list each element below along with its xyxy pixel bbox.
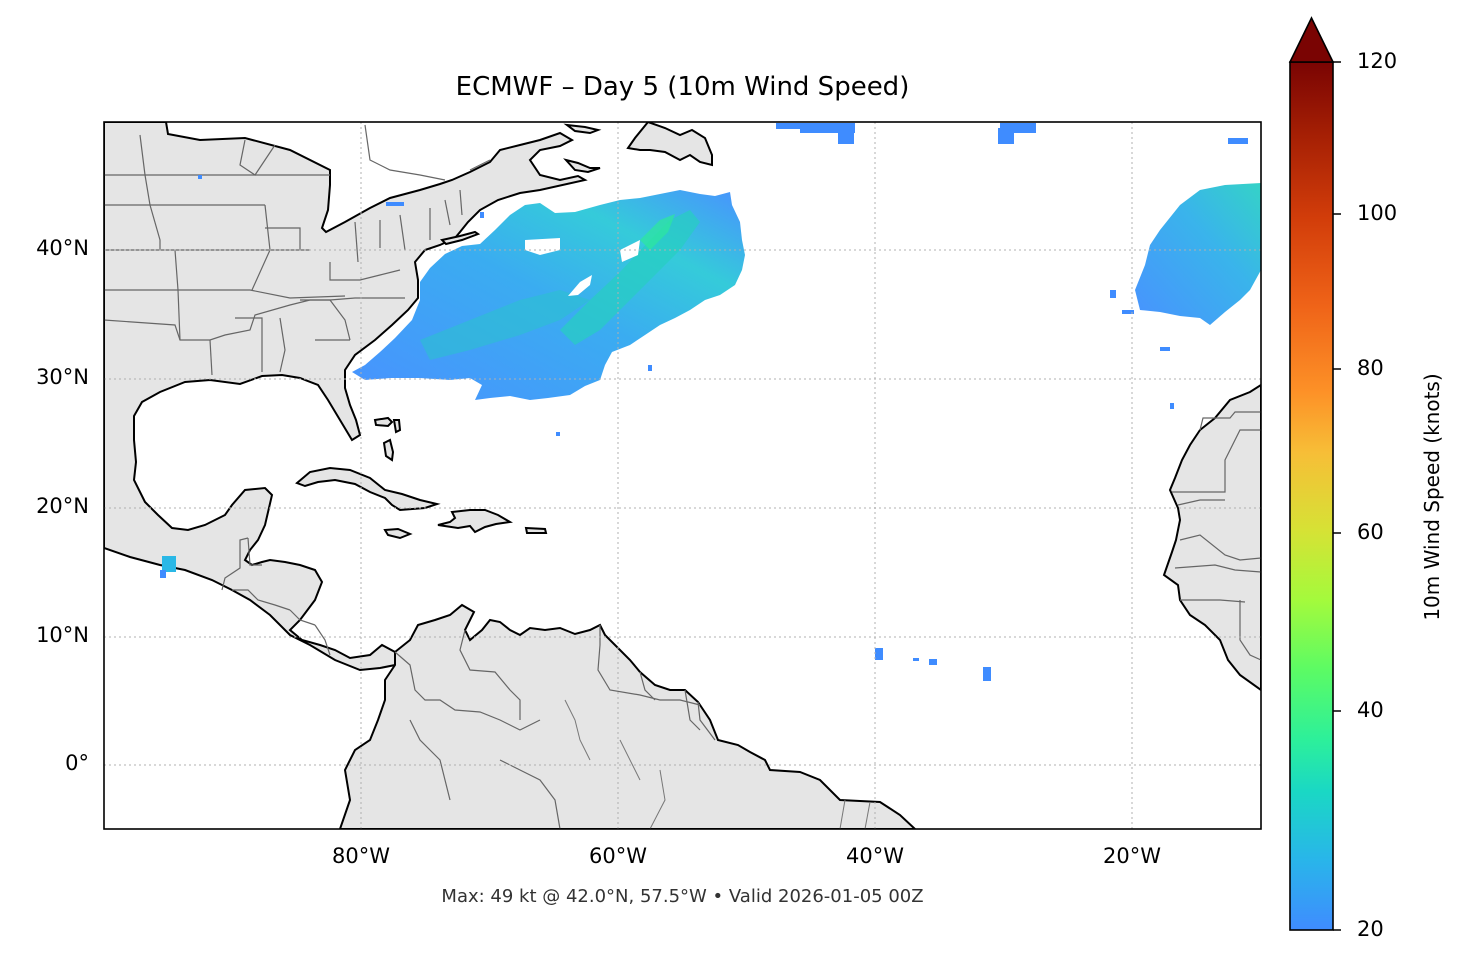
wind-patch [386,202,404,206]
wind-gap-2 [525,238,560,255]
map-area [104,122,1261,829]
max-value-annotation: Max: 49 kt @ 42.0°N, 57.5°W • Valid 2026… [441,886,924,907]
hispaniola-land [437,509,513,534]
wind-band-secondary [420,290,590,360]
newfoundland-land [626,122,713,167]
prince-edward-island [563,158,601,174]
wind-gap-3 [620,240,640,262]
wind-patch [198,175,202,179]
colorbar-tick-marks [1333,61,1341,931]
y-tick-40n: 40°N [36,236,89,260]
wind-patch [838,128,854,144]
puerto-rico-land [524,526,548,534]
colorbar-tick-120: 120 [1357,49,1398,73]
andros-island [382,438,395,462]
africa-land [1162,383,1261,692]
wind-patch [1160,347,1170,351]
eastern-atlantic-wind-area [1135,183,1261,325]
y-tick-20n: 20°N [36,494,89,518]
colorbar-extend-arrow [1288,16,1335,63]
wind-patch-tehuantepec [162,556,176,572]
wind-patch [776,123,806,129]
y-tick-10n: 10°N [36,623,89,647]
y-tick-30n: 30°N [36,365,89,389]
wind-patch-tehuantepec-2 [160,570,166,578]
wind-patch [1228,138,1248,144]
colorbar-tick-40: 40 [1357,698,1384,722]
anticosti-island [563,123,602,135]
colorbar-tick-20: 20 [1357,917,1384,941]
chart-title: ECMWF – Day 5 (10m Wind Speed) [455,72,910,102]
wind-patch [875,648,883,660]
colorbar-tick-60: 60 [1357,520,1384,544]
wind-gap [568,275,592,296]
x-tick-60w: 60°W [589,844,647,868]
wind-patch [1110,290,1116,298]
wind-patch [1122,310,1134,314]
north-america-land [104,122,588,672]
colorbar-tick-80: 80 [1357,356,1384,380]
wind-patch [983,667,991,681]
bahamas-island [373,416,394,428]
x-tick-20w: 20°W [1103,844,1161,868]
bahamas-island-2 [392,419,402,434]
colorbar-label: 10m Wind Speed (knots) [1420,373,1444,621]
long-island [440,230,481,246]
x-tick-40w: 40°W [846,844,904,868]
wind-patch [556,432,560,436]
x-tick-80w: 80°W [332,844,390,868]
south-america-land [338,603,917,829]
colorbar [1288,16,1341,931]
colorbar-tick-100: 100 [1357,201,1398,225]
map-frame [103,121,1262,830]
river-lines [564,699,871,829]
y-tick-0: 0° [65,751,89,775]
wind-patch [929,659,937,665]
colorbar-gradient [1289,61,1334,931]
wind-speed-field [160,123,1261,681]
wind-core-peak [640,214,675,250]
wind-core-band [560,210,700,345]
jamaica-land [383,527,413,540]
wind-patch [998,128,1014,144]
wind-patch [800,123,855,133]
wind-patch [480,212,484,218]
wind-patch [913,658,919,661]
wind-patch [648,365,652,371]
wind-patch [1170,403,1174,409]
wind-patch [1000,123,1036,133]
